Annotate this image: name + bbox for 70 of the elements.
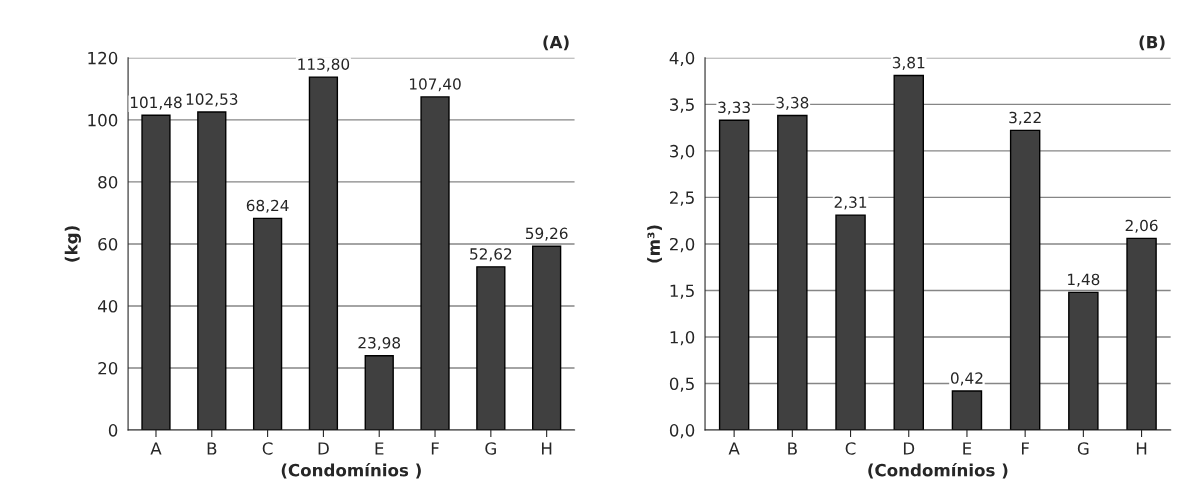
text: (B) [1139, 35, 1165, 51]
bar [476, 266, 506, 431]
x-tick-label: B [207, 442, 217, 455]
y-tick-label: 20 [98, 361, 118, 375]
bar [364, 354, 394, 431]
y-tick-label: 3,0 [670, 144, 695, 160]
x-axis-title: (Condomínios ) [868, 462, 1008, 479]
bar [420, 96, 450, 431]
bar [141, 114, 171, 431]
x-tick-label: H [542, 442, 552, 455]
data-label: 0,42 [950, 372, 983, 386]
bar [835, 214, 866, 431]
x-tick-label: H [1136, 442, 1147, 455]
data-label: 113,80 [298, 58, 350, 72]
y-axis-title: (m³) [647, 225, 662, 263]
y-tick-label: 2,0 [670, 237, 695, 253]
y-tick-label: 1,0 [670, 330, 695, 346]
bar [252, 217, 283, 431]
y-tick-label: 1,5 [670, 284, 694, 299]
x-tick-label: C [262, 442, 273, 455]
bar [532, 245, 562, 431]
bar [718, 119, 750, 431]
data-label: 3,22 [1009, 111, 1041, 125]
x-tick-label: B [788, 442, 797, 455]
y-tick-label: 0 [108, 424, 118, 437]
y-axis-title: (kg) [64, 226, 81, 262]
y-tick-label: 0,5 [669, 377, 694, 392]
data-label: 2,06 [1125, 219, 1158, 233]
bar [197, 111, 227, 431]
text: (A) [543, 35, 569, 51]
x-tick-label: A [150, 442, 162, 455]
x-tick-label: E [375, 442, 384, 455]
data-label: 102,53 [186, 93, 238, 107]
x-tick-label: C [845, 442, 856, 455]
data-label: 52,62 [470, 248, 512, 262]
bar [1068, 291, 1099, 431]
data-label: 101,48 [130, 96, 182, 110]
data-label: 3,33 [718, 101, 750, 115]
y-tick-label: 60 [98, 237, 118, 251]
x-tick-label: E [963, 442, 972, 455]
x-tick-label: D [318, 442, 329, 455]
bar [308, 76, 339, 431]
x-tick-label: F [431, 442, 439, 455]
y-tick-label: 4,0 [669, 51, 695, 67]
x-tick-label: G [485, 442, 496, 455]
bar [777, 114, 808, 431]
x-tick-label: F [1022, 442, 1029, 455]
y-tick-label: 100 [88, 113, 118, 127]
bar [1126, 237, 1157, 431]
x-axis-title: (Condomínios ) [281, 462, 421, 479]
x-tick-label: D [903, 442, 915, 455]
data-label: 1,48 [1068, 273, 1100, 287]
bar [893, 74, 924, 431]
data-label: 3,81 [892, 56, 925, 70]
data-label: 68,24 [246, 199, 289, 213]
bar [951, 390, 983, 431]
y-tick-label: 0,0 [669, 424, 695, 439]
x-tick-label: A [728, 442, 740, 455]
y-tick-label: 80 [98, 175, 118, 189]
data-label: 59,26 [525, 227, 568, 241]
y-tick-label: 40 [97, 299, 118, 313]
bar [1009, 129, 1041, 431]
y-tick-label: 120 [88, 51, 118, 65]
data-label: 23,98 [358, 337, 401, 351]
data-label: 2,31 [834, 196, 867, 210]
y-tick-label: 2,5 [670, 191, 694, 206]
x-tick-label: G [1077, 442, 1089, 455]
y-tick-label: 3,5 [670, 98, 694, 113]
data-label: 107,40 [409, 78, 461, 92]
data-label: 3,38 [776, 96, 809, 110]
